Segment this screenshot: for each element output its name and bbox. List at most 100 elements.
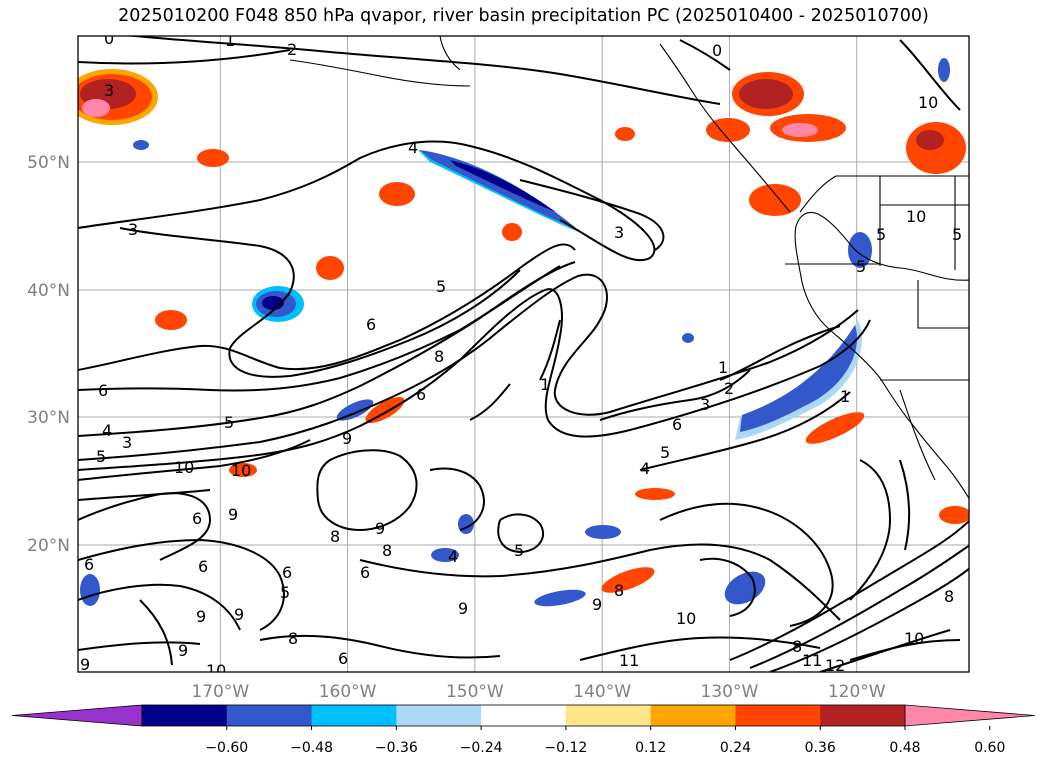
contour-label: 3 [614,223,624,242]
contour-label: 3 [128,220,138,239]
colorbar-tick-label: −0.60 [205,740,248,756]
longitude-labels: 170°W 160°W 150°W 140°W 130°W 120°W [191,682,885,702]
contour-label: 5 [876,225,886,244]
colorbar-tick-label: 0.36 [805,740,836,756]
contour-label: 8 [382,541,392,560]
contour-label: 6 [416,385,426,404]
contour-label: 10 [906,207,926,226]
colorbar: −0.60 −0.48 −0.36 −0.24 −0.12 0.12 0.24 0.36 0.4… [11,704,1036,756]
contour-label: 0 [712,41,722,60]
contour-label: 8 [792,637,802,656]
contour-label: 2 [724,379,734,398]
contour-label: 8 [288,629,298,648]
contour-label: 2 [287,40,297,59]
latitude-labels: 50°N 40°N 30°N 20°N [27,153,70,556]
lon-tick-label: 160°W [319,682,377,702]
contour-label: 5 [952,225,962,244]
colorbar-extend-high [904,704,1036,727]
patch-orange-misc [155,127,969,593]
contour-label: 8 [614,581,624,600]
contour-label: 3 [700,395,710,414]
contour-label: 9 [458,599,468,618]
contour-label: 3 [104,81,114,100]
patch-blue-coastal-jet [735,320,862,440]
colorbar-tick-label: −0.36 [375,740,418,756]
contour-label: 12 [825,656,845,675]
lat-tick-label: 20°N [27,536,70,556]
contour-label: 9 [592,595,602,614]
contour-label: 11 [802,651,822,670]
coastlines [289,36,969,500]
contour-label: 10 [918,93,938,112]
map-background [78,36,969,672]
contour-label: 4 [448,547,458,566]
colorbar-tick-label: 0.12 [635,740,666,756]
colorbar-segment [735,705,821,726]
colorbar-segment [650,705,736,726]
contour-label: 9 [80,655,90,674]
colorbar-tick-label: 0.48 [889,740,920,756]
patch-northwest [78,69,158,125]
gridlines [78,36,969,672]
contour-label: 9 [178,641,188,660]
lat-tick-label: 40°N [27,281,70,301]
colorbar-tick-label: 0.60 [974,740,1005,756]
contour-label: 6 [198,557,208,576]
contour-label: 4 [640,459,650,478]
colorbar-segment [396,705,482,726]
contour-label: 6 [98,381,108,400]
colorbar-tick-label: 0.24 [720,740,751,756]
contour-label: 8 [944,587,954,606]
lat-tick-label: 30°N [27,408,70,428]
colorbar-segment [565,705,652,726]
contour-label: 8 [330,527,340,546]
map-frame [77,35,970,673]
colorbar-tick-label: −0.12 [544,740,587,756]
patch-rockies [706,118,966,216]
contour-label: 9 [228,505,238,524]
contour-label: 5 [280,583,290,602]
contour-label: 3 [122,433,132,452]
contour-label: 10 [676,609,696,628]
contour-label: 10 [206,661,226,680]
patch-ne-bc [732,72,846,142]
contour-label: 6 [282,563,292,582]
contour-label: 6 [672,415,682,434]
contour-label: 4 [408,138,418,157]
contour-label: 6 [360,563,370,582]
patch-blue-40n [252,286,304,322]
contour-label: 1 [540,375,550,394]
lon-tick-label: 140°W [573,682,631,702]
precip-patches [78,58,969,607]
lon-tick-label: 130°W [701,682,759,702]
contour-label: 1 [225,31,235,50]
contour-label: 5 [856,257,866,276]
contour-label: 5 [436,277,446,296]
lon-tick-label: 120°W [828,682,886,702]
contour-label: 5 [96,447,106,466]
colorbar-segment [142,705,228,726]
lat-tick-label: 50°N [27,153,70,173]
contour-label: 6 [84,555,94,574]
contour-labels: 0 1 2 0 3 4 3 3 5 6 8 6 6 1 1 2 3 6 4 3 [80,31,962,680]
contour-label: 5 [660,443,670,462]
colorbar-segment [226,705,313,726]
contour-label: 6 [366,315,376,334]
map-content: 0 1 2 0 3 4 3 3 5 6 8 6 6 1 1 2 3 6 4 3 [78,31,969,680]
contour-label: 5 [224,413,234,432]
contour-label: 10 [904,629,924,648]
contour-label: 1 [718,358,728,377]
contour-label: 8 [434,347,444,366]
figure-title: 2025010200 F048 850 hPa qvapor, river ba… [118,6,929,26]
contour-label: 11 [619,651,639,670]
contour-label: 10 [174,458,194,477]
contour-label: 5 [514,541,524,560]
colorbar-tick-label: −0.24 [460,740,503,756]
colorbar-extend-low [11,704,143,727]
colorbar-segment [481,705,567,726]
contour-label: 1 [840,387,850,406]
qvapor-contours [78,36,969,672]
contour-label: 4 [102,421,112,440]
